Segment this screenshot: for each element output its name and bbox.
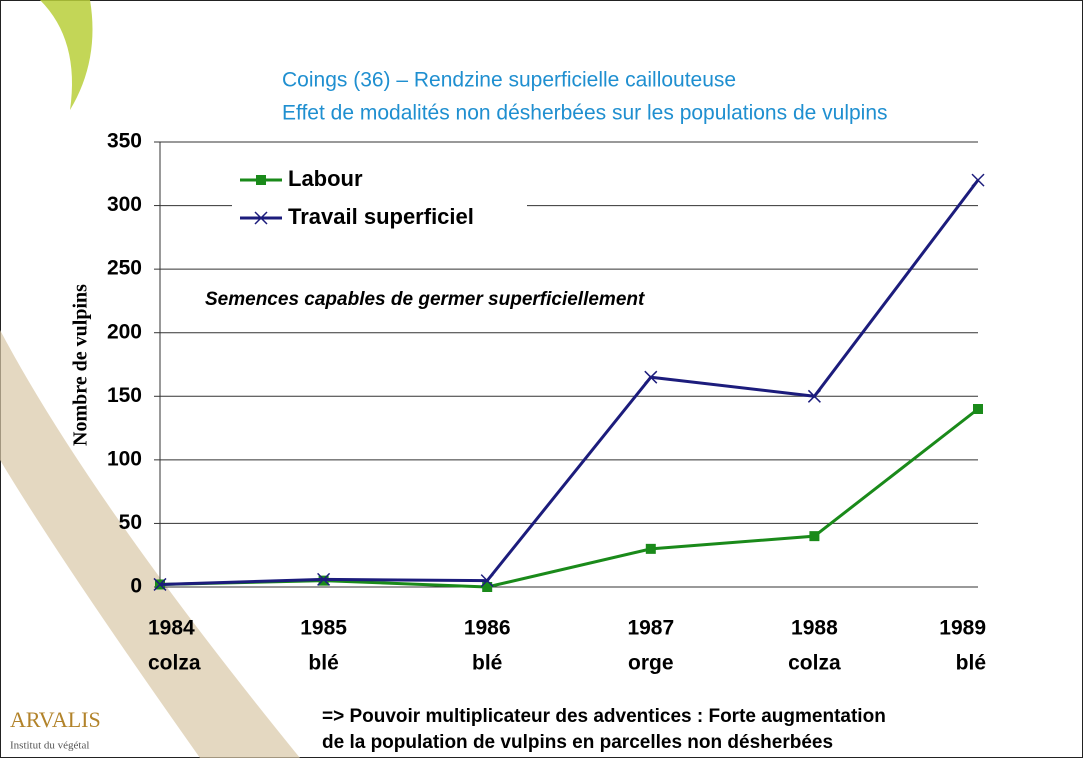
x-tick-label: 1987: [627, 617, 674, 640]
footer-text: de la population de vulpins en parcelles…: [322, 732, 833, 753]
legend-marker: [254, 211, 268, 225]
x-tick-label: 1986: [464, 617, 511, 640]
footer-text: => Pouvoir multiplicateur des adventices…: [322, 706, 886, 727]
x-tick-label: 1989: [939, 617, 986, 640]
y-tick-label: 300: [107, 193, 142, 216]
data-point: [644, 370, 658, 384]
y-tick-label: 200: [107, 320, 142, 343]
chart-title: Effet de modalités non désherbées sur le…: [282, 102, 888, 125]
data-point: [973, 404, 983, 414]
data-point: [807, 389, 821, 403]
x-tick-sublabel: blé: [472, 652, 502, 675]
data-line: [159, 179, 980, 586]
chart-title: Coings (36) – Rendzine superficielle cai…: [282, 69, 736, 92]
x-tick-sublabel: orge: [628, 652, 674, 675]
y-tick-label: 50: [119, 511, 142, 534]
legend-marker: [256, 175, 266, 185]
logo-tagline: Institut du végétal: [10, 740, 89, 752]
legend-label: Travail superficiel: [288, 204, 474, 229]
data-point: [645, 543, 656, 554]
data-point: [482, 582, 493, 592]
data-point: [480, 574, 494, 588]
x-tick-label: 1988: [791, 617, 838, 640]
swoosh-decoration: [0, 330, 300, 758]
x-tick-label: 1984: [148, 617, 195, 640]
y-tick-label: 100: [107, 447, 142, 470]
y-tick-label: 350: [107, 130, 142, 153]
data-point: [153, 577, 167, 591]
data-point: [809, 531, 820, 542]
annotation: Semences capables de germer superficiell…: [205, 289, 645, 310]
y-tick-label: 150: [107, 384, 142, 407]
x-tick-sublabel: colza: [148, 652, 201, 675]
y-tick-label: 250: [107, 257, 142, 280]
x-tick-sublabel: blé: [956, 652, 986, 675]
y-axis-label: Nombre de vulpins: [70, 284, 92, 446]
legend-box: [232, 158, 527, 238]
x-tick-label: 1985: [300, 617, 347, 640]
y-tick-label: 0: [130, 575, 142, 598]
x-tick-sublabel: blé: [308, 652, 338, 675]
x-tick-sublabel: colza: [788, 652, 841, 675]
leaf-decoration: [40, 0, 93, 110]
logo-name: ARVALIS: [10, 707, 101, 732]
legend-label: Labour: [288, 166, 363, 191]
data-point: [317, 572, 331, 586]
data-point: [971, 173, 985, 187]
